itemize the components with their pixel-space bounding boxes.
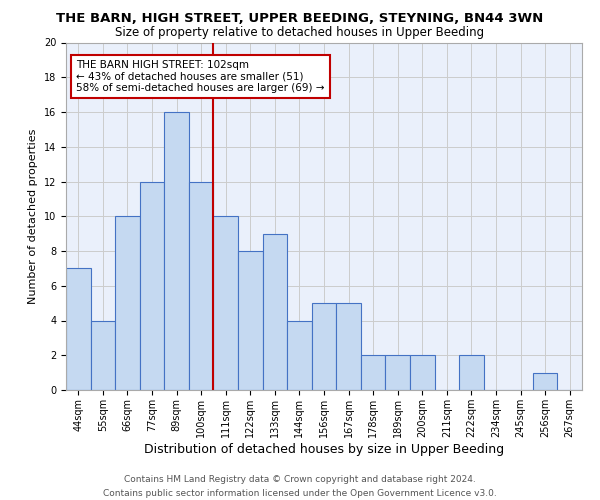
Bar bbox=[66, 268, 91, 390]
Bar bbox=[91, 320, 115, 390]
Bar bbox=[533, 372, 557, 390]
Text: Size of property relative to detached houses in Upper Beeding: Size of property relative to detached ho… bbox=[115, 26, 485, 39]
Text: Contains HM Land Registry data © Crown copyright and database right 2024.
Contai: Contains HM Land Registry data © Crown c… bbox=[103, 476, 497, 498]
Bar bbox=[238, 251, 263, 390]
X-axis label: Distribution of detached houses by size in Upper Beeding: Distribution of detached houses by size … bbox=[144, 442, 504, 456]
Text: THE BARN HIGH STREET: 102sqm
← 43% of detached houses are smaller (51)
58% of se: THE BARN HIGH STREET: 102sqm ← 43% of de… bbox=[76, 60, 325, 93]
Bar bbox=[140, 182, 164, 390]
Bar bbox=[459, 355, 484, 390]
Bar bbox=[336, 303, 361, 390]
Bar bbox=[312, 303, 336, 390]
Bar bbox=[164, 112, 189, 390]
Bar bbox=[410, 355, 434, 390]
Bar bbox=[385, 355, 410, 390]
Bar bbox=[263, 234, 287, 390]
Bar bbox=[214, 216, 238, 390]
Bar bbox=[189, 182, 214, 390]
Text: THE BARN, HIGH STREET, UPPER BEEDING, STEYNING, BN44 3WN: THE BARN, HIGH STREET, UPPER BEEDING, ST… bbox=[56, 12, 544, 26]
Y-axis label: Number of detached properties: Number of detached properties bbox=[28, 128, 38, 304]
Bar bbox=[361, 355, 385, 390]
Bar bbox=[115, 216, 140, 390]
Bar bbox=[287, 320, 312, 390]
